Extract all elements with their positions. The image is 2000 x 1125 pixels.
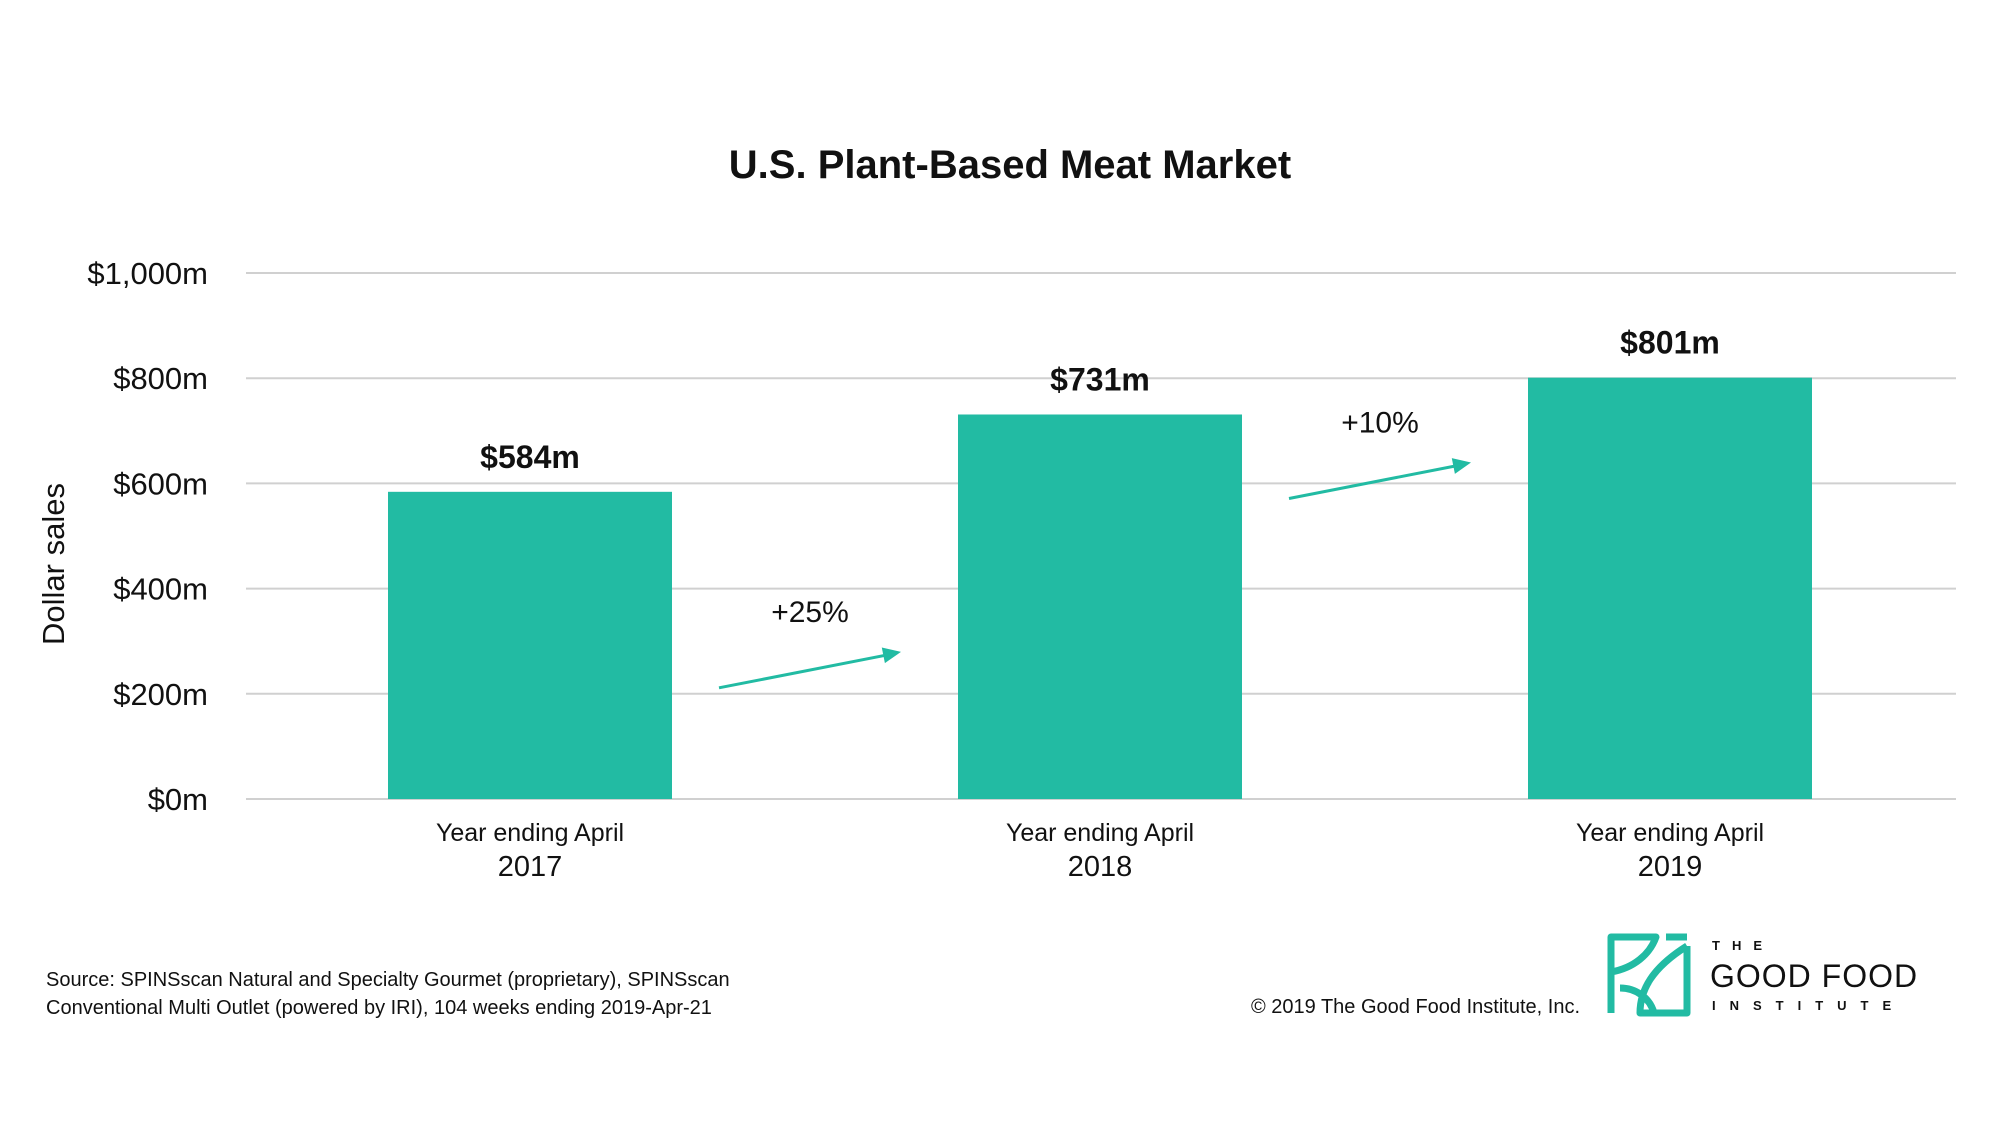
y-tick-label: $800m [113,361,208,396]
source-note: Source: SPINSscan Natural and Specialty … [46,966,866,1022]
growth-arrow-line [1288,463,1464,500]
bars [388,377,1812,799]
x-tick-label-line2: 2018 [1068,851,1133,883]
bar-value-label: $801m [1620,325,1720,361]
good-food-institute-logo: THE GOOD FOOD INSTITUTE [1606,932,1946,1024]
bar [388,491,672,799]
growth-arrow-head-icon [1451,458,1471,474]
bar-value-label: $731m [1050,361,1150,397]
bar-value-label: $584m [480,439,580,475]
y-tick-label: $0m [148,782,208,817]
growth-arrow-head-icon [881,647,901,664]
growth-label: +10% [1341,406,1419,439]
x-tick-label-line1: Year ending April [436,819,624,847]
source-line-2: Conventional Multi Outlet (powered by IR… [46,997,712,1019]
growth-arrows: +25% +10% [718,406,1471,690]
y-tick-label: $400m [113,572,208,607]
y-tick-label: $600m [113,466,208,501]
value-labels: $584m $731m $801m [480,325,1720,475]
x-tick-label-line1: Year ending April [1576,819,1764,847]
logo-text-top: THE [1712,938,1774,953]
x-axis-ticks: Year ending April 2017 Year ending April 20… [436,819,1764,883]
x-tick-label-line1: Year ending April [1006,819,1194,847]
x-tick-label-line2: 2017 [498,851,563,883]
y-axis-label: Dollar sales [36,483,71,645]
leaf-logo-icon [1607,933,1691,1017]
growth-label: +25% [771,596,849,629]
bar [1528,377,1812,799]
copyright-notice: © 2019 The Good Food Institute, Inc. [1250,996,1580,1018]
growth-arrow-line [718,652,894,690]
logo-text-main: GOOD FOOD [1710,958,1919,994]
bar [958,414,1242,799]
y-axis-ticks: $0m $200m $400m $600m $800m $1,000m [87,256,208,817]
logo-text-bottom: INSTITUTE [1712,998,1906,1013]
chart-title: U.S. Plant-Based Meat Market [729,143,1291,187]
source-line-1: Source: SPINSscan Natural and Specialty … [46,969,730,991]
y-tick-label: $1,000m [87,256,208,291]
x-tick-label-line2: 2019 [1638,851,1703,883]
y-tick-label: $200m [113,677,208,712]
